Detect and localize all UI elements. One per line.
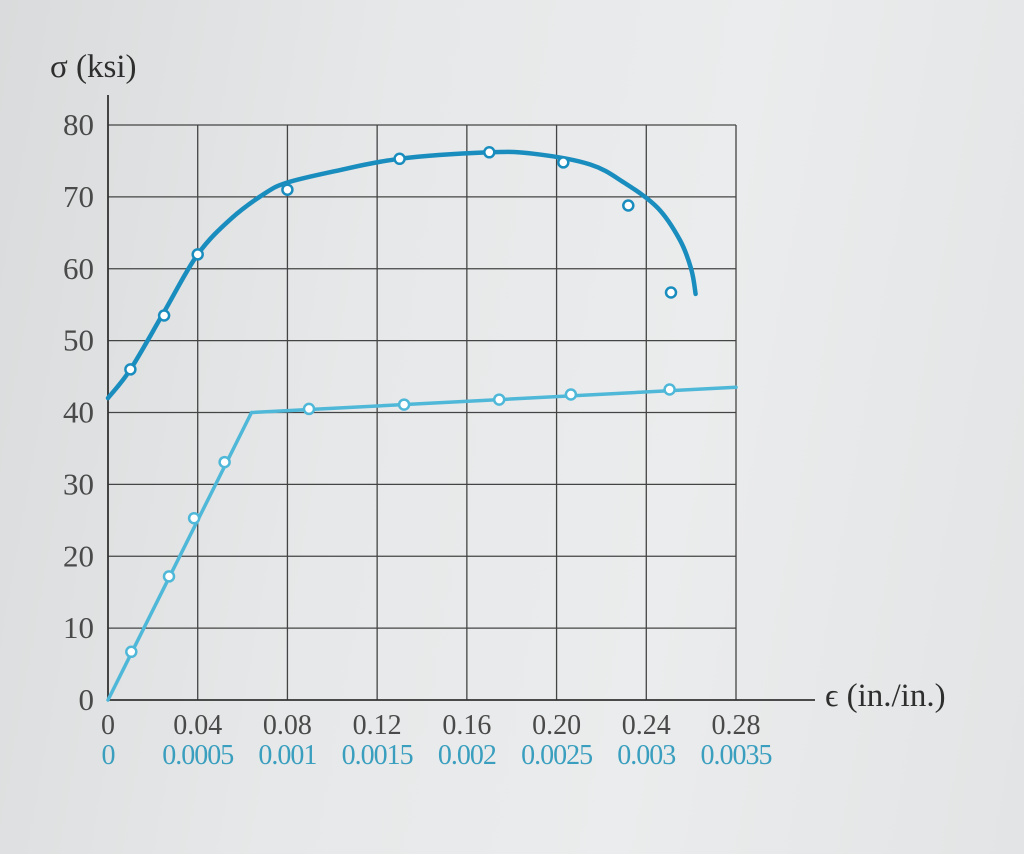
y-tick-label: 10	[63, 610, 94, 645]
x-tick-label-lower: 0.002	[438, 740, 496, 771]
upper-data-point	[664, 286, 678, 299]
x-tick-label-upper: 0	[101, 710, 115, 741]
lower-data-point	[187, 511, 201, 525]
x-tick-label-lower: 0.003	[617, 740, 675, 771]
y-tick-label: 80	[63, 107, 94, 142]
x-tick-label-upper: 0.12	[353, 710, 402, 741]
upper-curve-line	[105, 149, 698, 401]
y-tick-label: 50	[63, 323, 94, 358]
x-tick-label-upper: 0.16	[442, 710, 491, 741]
x-tick-label-upper: 0.28	[712, 710, 761, 741]
upper-data-point	[191, 248, 204, 261]
lower-data-point	[397, 398, 411, 411]
y-tick-label: 20	[63, 538, 94, 573]
y-tick-label: 0	[79, 682, 95, 717]
x-tick-label-upper: 0.20	[532, 710, 581, 741]
upper-data-point	[483, 146, 496, 159]
data-markers	[124, 146, 678, 659]
upper-data-point	[393, 152, 406, 166]
lower-data-point	[162, 570, 176, 583]
x-tick-label-lower: 0.001	[258, 740, 316, 771]
y-tick-label: 70	[63, 179, 94, 214]
x-tick-labels-lower: 0 0.0005 0.001 0.0015 0.002 0.0025 0.003 0.0035	[102, 740, 773, 771]
x-tick-label-lower: 0	[102, 740, 115, 771]
y-axis-title: σ (ksi)	[50, 49, 137, 85]
grid	[108, 124, 737, 700]
upper-data-point	[281, 183, 294, 196]
lower-data-point	[663, 383, 676, 396]
x-tick-label-upper: 0.08	[263, 710, 312, 741]
y-tick-labels: 0 10 20 30 40 50 60 70 80	[63, 107, 94, 717]
lower-curve-line	[106, 385, 738, 702]
x-tick-label-lower: 0.0015	[342, 740, 413, 771]
lower-data-point	[125, 645, 138, 659]
upper-data-point	[622, 199, 635, 212]
x-tick-label-lower: 0.0025	[521, 740, 592, 771]
x-tick-label-lower: 0.0035	[701, 740, 772, 771]
x-tick-label-upper: 0.04	[173, 710, 222, 741]
x-tick-label-upper: 0.24	[622, 710, 671, 741]
x-axis-title: ϵ (in./in.)	[825, 678, 946, 714]
lower-data-point	[564, 388, 578, 401]
y-tick-label: 40	[63, 395, 94, 430]
x-tick-label-lower: 0.0005	[162, 740, 233, 771]
x-tick-labels-upper: 0 0.04 0.08 0.12 0.16 0.20 0.24 0.28	[101, 710, 761, 741]
lower-data-point	[218, 455, 231, 469]
y-tick-label: 30	[63, 466, 94, 501]
lower-data-point	[302, 402, 316, 416]
axes	[107, 95, 815, 701]
y-tick-label: 60	[63, 251, 94, 286]
series-curves	[105, 149, 738, 702]
upper-data-point	[124, 363, 137, 376]
upper-data-point	[557, 156, 570, 169]
lower-data-point	[492, 393, 506, 406]
upper-data-point	[157, 309, 171, 322]
